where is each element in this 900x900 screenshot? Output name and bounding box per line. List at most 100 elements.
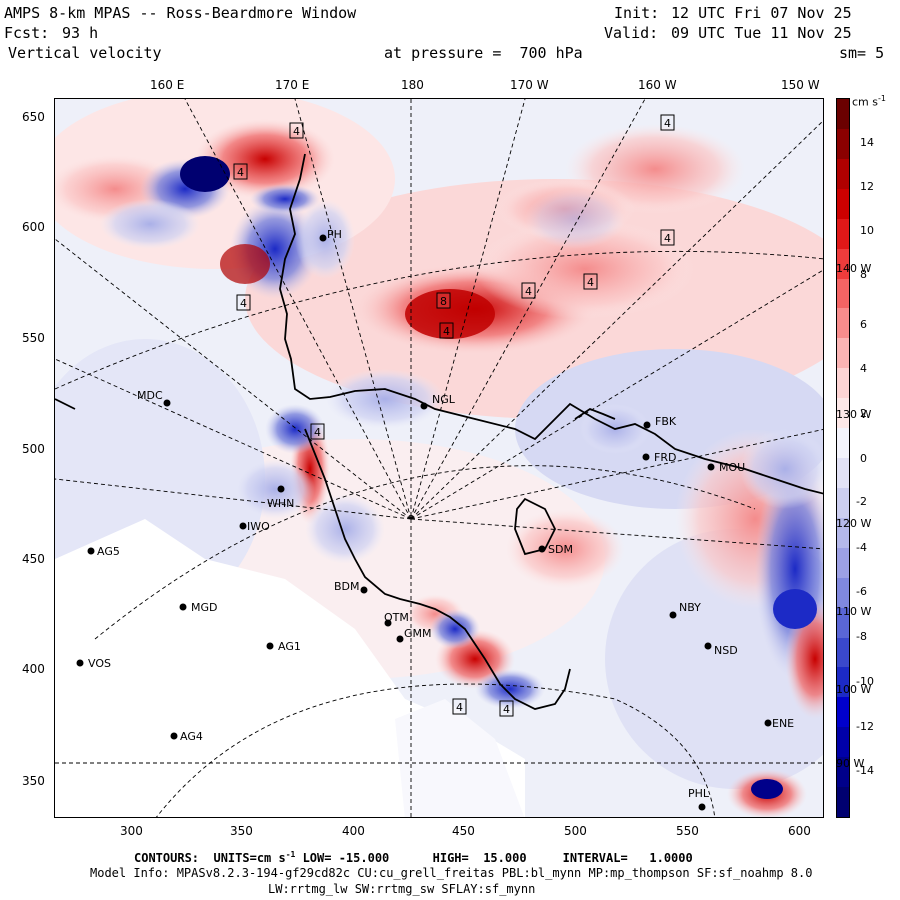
- colorbar-swatch: [837, 487, 849, 519]
- x-tick-label: 600: [788, 824, 811, 838]
- contour-label: 4: [314, 426, 321, 439]
- x-tick-label: 400: [342, 824, 365, 838]
- contour-label: 4: [664, 232, 671, 245]
- right-longitude-label: 140 W: [836, 262, 872, 275]
- station-label: NGL: [432, 393, 456, 406]
- smoothing-value: sm= 5: [839, 44, 885, 62]
- colorbar-swatch: [837, 398, 849, 429]
- y-tick-label: 600: [22, 220, 45, 234]
- contour-label: 4: [240, 297, 247, 310]
- station-label: NSD: [714, 644, 738, 657]
- colorbar-tick-label: 8: [860, 268, 867, 281]
- contour-label: 4: [664, 117, 671, 130]
- colorbar-tick-label: 2: [860, 407, 867, 420]
- pressure-level: at pressure = 700 hPa: [384, 44, 583, 62]
- contour-label: 4: [525, 285, 532, 298]
- station-marker: [87, 547, 95, 555]
- contour-label-box: [233, 163, 248, 180]
- station-marker: [179, 603, 187, 611]
- colorbar-tick-label: -10: [856, 675, 874, 688]
- colorbar: [836, 98, 850, 818]
- contour-label: 4: [443, 325, 450, 338]
- contour-label-box: [499, 700, 514, 717]
- station-label: PH: [327, 228, 342, 241]
- top-longitude-label: 160 W: [638, 78, 677, 92]
- y-tick-label: 550: [22, 331, 45, 345]
- colorbar-tick-label: -12: [856, 720, 874, 733]
- map-canvas[interactable]: 4 4 4 4 4 4 4 8 4 4 4 4 MDC NGL FBK FRD MOU WHN IWO AG5 SDM…: [55, 99, 824, 818]
- y-tick-label: 450: [22, 552, 45, 566]
- y-tick-label: 650: [22, 110, 45, 124]
- colorbar-swatch: [837, 517, 849, 549]
- station-label: IWO: [247, 520, 270, 533]
- valid-label: Valid:: [604, 24, 659, 42]
- colorbar-swatch: [837, 757, 849, 788]
- station-group: MDC NGL FBK FRD MOU WHN IWO AG5 SDM BDM MGD OTM GMM N…: [76, 228, 794, 811]
- x-tick-label: 550: [676, 824, 699, 838]
- map-panel[interactable]: 4 4 4 4 4 4 4 8 4 4 4 4 MDC NGL FBK FRD MOU WHN IWO AG5 SDM…: [54, 98, 824, 818]
- model-info: Model Info: MPASv8.2.3-194-gf29cd82c CU:…: [90, 866, 813, 880]
- colorbar-swatch: [837, 368, 849, 399]
- colorbar-swatch: [837, 248, 849, 279]
- station-label: WHN: [267, 497, 294, 510]
- station-marker: [704, 642, 712, 650]
- vertical-velocity-field: [55, 99, 823, 817]
- station-marker: [669, 611, 677, 619]
- y-tick-label: 400: [22, 662, 45, 676]
- right-longitude-label: 120 W: [836, 517, 872, 530]
- station-marker: [707, 463, 715, 471]
- contour-label-box: [521, 282, 536, 299]
- station-marker: [277, 485, 285, 493]
- contour-label: 4: [293, 125, 300, 138]
- station-label: MDC: [137, 389, 163, 402]
- colorbar-swatch: [837, 727, 849, 758]
- colorbar-tick-label: 14: [860, 136, 874, 149]
- station-marker: [642, 453, 650, 461]
- contour-label: 8: [440, 295, 447, 308]
- coastline: [55, 153, 823, 710]
- station-label: NBY: [679, 601, 701, 614]
- contour-label-box: [439, 322, 454, 339]
- contour-label-box: [583, 273, 598, 290]
- init-label: Init:: [614, 4, 660, 22]
- contour-label-box: [236, 294, 251, 311]
- colorbar-swatch: [837, 308, 849, 339]
- top-longitude-label: 150 W: [781, 78, 820, 92]
- map-title: AMPS 8-km MPAS -- Ross-Beardmore Window: [4, 4, 357, 22]
- contour-label-box: [289, 122, 304, 139]
- y-tick-label: 500: [22, 442, 45, 456]
- right-longitude-label: 90 W: [836, 757, 865, 770]
- y-tick-label: 350: [22, 774, 45, 788]
- station-label: SDM: [548, 543, 573, 556]
- x-tick-label: 350: [230, 824, 253, 838]
- forecast-value: 93 h: [62, 24, 99, 42]
- colorbar-tick-label: -8: [856, 630, 867, 643]
- station-label: FRD: [654, 451, 676, 464]
- station-label: FBK: [655, 415, 677, 428]
- colorbar-swatch: [837, 547, 849, 579]
- station-marker: [360, 586, 368, 594]
- station-label: MOU: [719, 461, 745, 474]
- contour-label: 4: [587, 276, 594, 289]
- colorbar-swatch: [837, 667, 849, 698]
- right-longitude-label: 100 W: [836, 683, 872, 696]
- colorbar-tick-label: 6: [860, 318, 867, 331]
- station-marker: [420, 402, 428, 410]
- station-marker: [643, 421, 651, 429]
- colorbar-swatch: [837, 607, 849, 638]
- right-longitude-label: 110 W: [836, 605, 872, 618]
- station-label: MGD: [191, 601, 218, 614]
- contour-label: 4: [456, 701, 463, 714]
- station-marker: [76, 659, 84, 667]
- graticule: [55, 99, 823, 817]
- top-longitude-label: 180: [401, 78, 424, 92]
- contour-label-box: [452, 698, 467, 715]
- station-marker: [163, 399, 171, 407]
- x-tick-label: 300: [120, 824, 143, 838]
- station-label: BDM: [334, 580, 360, 593]
- colorbar-swatch: [837, 128, 849, 160]
- colorbar-tick-label: 12: [860, 180, 874, 193]
- station-label: AG5: [97, 545, 120, 558]
- top-longitude-label: 170 W: [510, 78, 549, 92]
- station-marker: [384, 619, 392, 627]
